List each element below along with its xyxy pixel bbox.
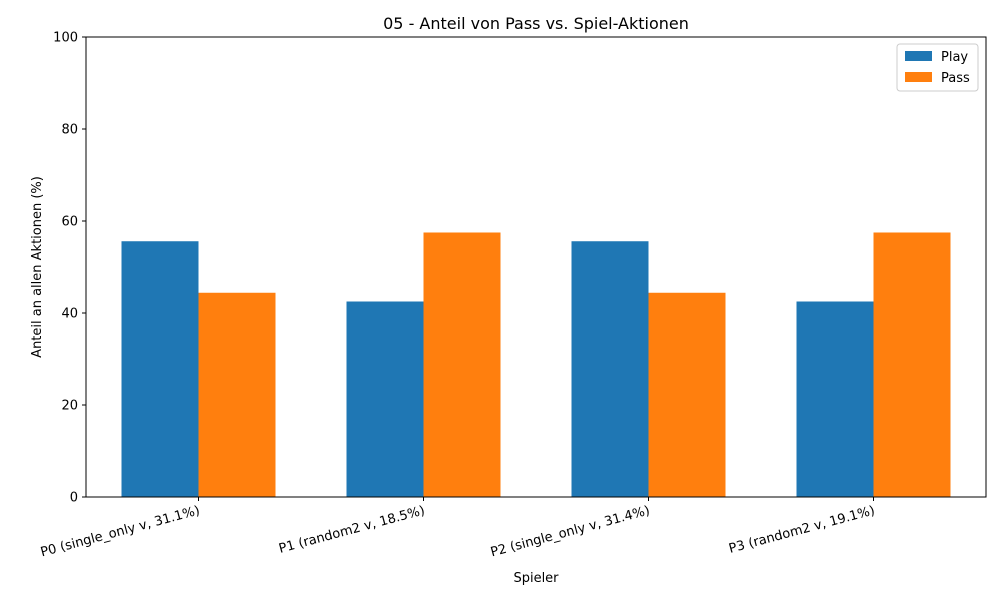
bar-pass-2 [648, 292, 726, 497]
bar-play-3 [796, 301, 874, 497]
x-tick-label: P1 (random2 v, 18.5%) [277, 503, 426, 556]
y-tick-label: 60 [61, 215, 78, 230]
bar-play-1 [346, 301, 424, 497]
bar-pass-0 [198, 292, 276, 497]
bar-pass-1 [423, 232, 501, 497]
plot-frame [85, 36, 987, 498]
x-tick-label: P2 (single_only v, 31.4%) [489, 503, 652, 560]
x-tick-label: P3 (random2 v, 19.1%) [727, 503, 876, 556]
y-axis-label: Anteil an allen Aktionen (%) [30, 176, 45, 358]
chart-title: 05 - Anteil von Pass vs. Spiel-Aktionen [383, 14, 689, 33]
legend-label-pass: Pass [941, 71, 970, 86]
y-tick-label: 20 [61, 399, 78, 414]
y-tick-label: 0 [70, 491, 78, 506]
bar-play-0 [121, 241, 199, 497]
legend-label-play: Play [941, 50, 968, 65]
x-tick-label: P0 (single_only v, 31.1%) [39, 503, 202, 560]
bar-pass-3 [873, 232, 951, 497]
y-tick-label: 100 [53, 31, 78, 46]
y-tick-label: 40 [61, 307, 78, 322]
plot-area: 0 20 40 60 80 100 P0 (single_only v, 31.1%) P1 … [39, 31, 987, 560]
x-axis-label: Spieler [513, 571, 559, 586]
legend: Play Pass [896, 43, 979, 92]
legend-swatch-pass [905, 72, 932, 82]
y-tick-label: 80 [61, 123, 78, 138]
bar-play-2 [571, 241, 649, 497]
legend-swatch-play [905, 51, 932, 61]
